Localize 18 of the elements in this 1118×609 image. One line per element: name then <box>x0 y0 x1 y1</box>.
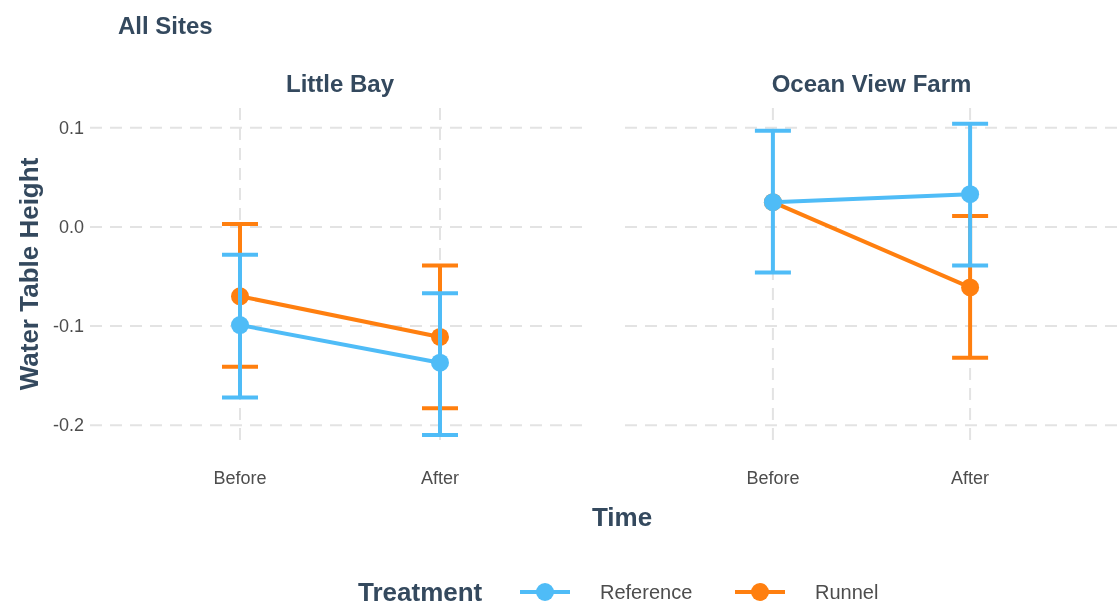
y-tick-label: 0.1 <box>58 118 84 139</box>
x-tick-label: Before <box>213 468 267 488</box>
chart-subtitle: Ocean View Farm <box>771 70 972 97</box>
y-tick-label: 0.0 <box>58 217 84 238</box>
legend-label: Runnel <box>815 581 879 603</box>
legend-label: Reference <box>600 581 693 603</box>
x-axis-title: Time <box>591 502 653 532</box>
point <box>231 316 249 335</box>
point <box>431 353 449 372</box>
y-tick-label: -0.1 <box>52 316 84 337</box>
y-tick-label: -0.2 <box>52 415 84 436</box>
chart-title: All Sites <box>118 12 213 39</box>
chart-subtitle: Little Bay <box>285 70 395 97</box>
y-axis-title: Water Table Height <box>14 157 44 391</box>
legend-title: Treatment <box>358 577 483 607</box>
x-tick-label: After <box>951 468 990 488</box>
x-tick-label: Before <box>746 468 800 488</box>
x-tick-label: After <box>420 468 460 488</box>
